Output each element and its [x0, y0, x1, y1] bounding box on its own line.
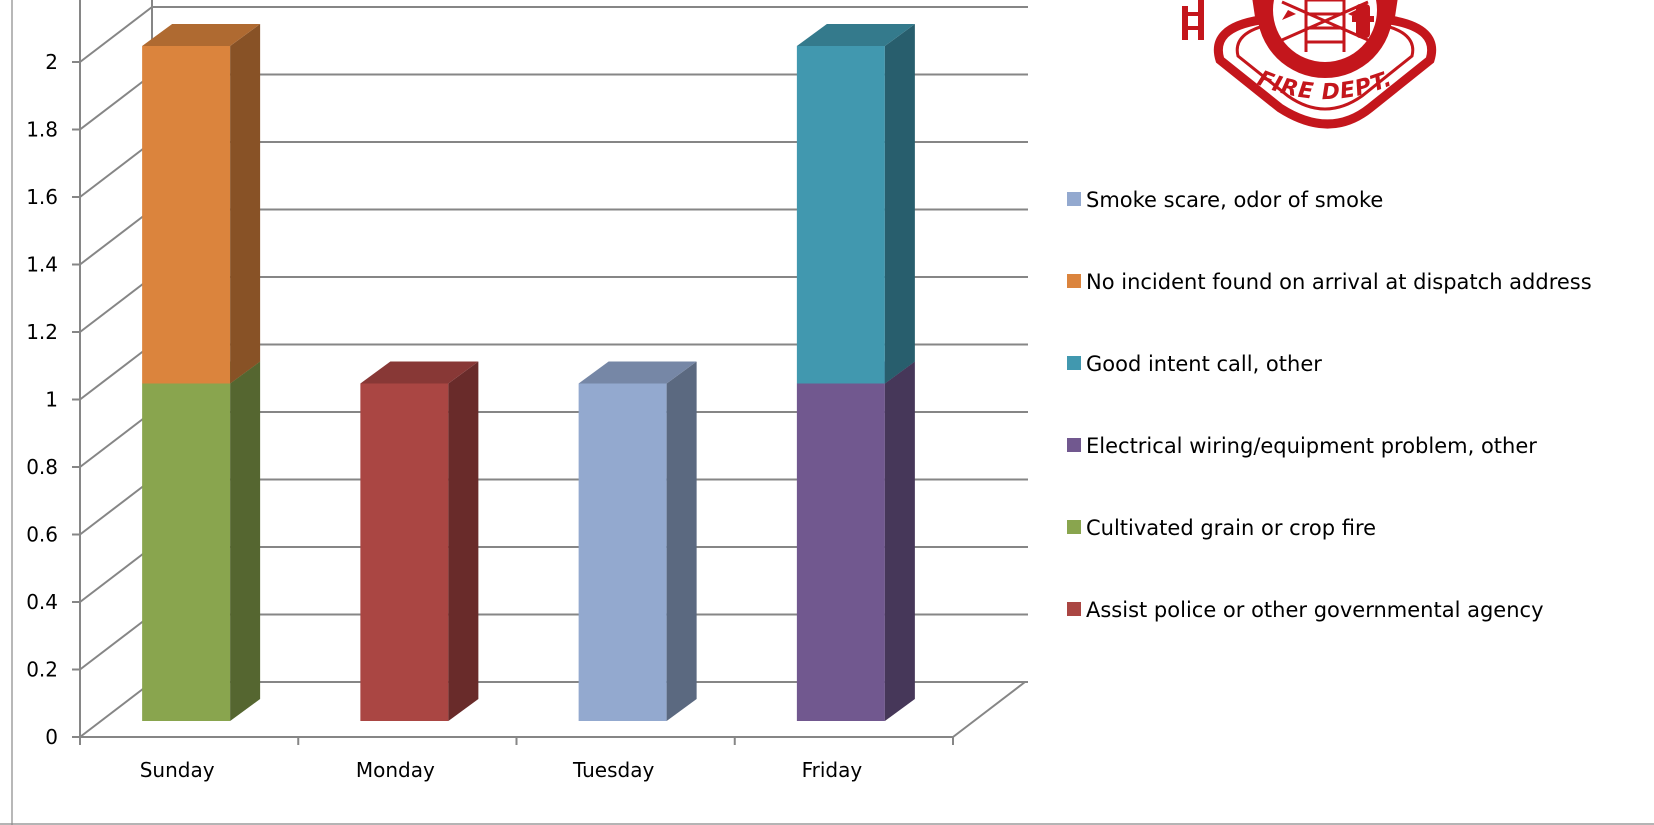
- legend-label: Good intent call, other: [1086, 352, 1322, 376]
- legend-swatch: [1067, 602, 1081, 616]
- gridline-side-8: [79, 141, 153, 198]
- bar-side: [230, 361, 261, 721]
- x-axis: Sunday Monday Tuesday Friday: [79, 737, 954, 782]
- legend-item: Electrical wiring/equipment problem, oth…: [1067, 434, 1537, 458]
- gridline-side-4: [79, 411, 153, 468]
- bar-friday-series-2: [796, 361, 915, 721]
- y-tick-label: 1: [45, 388, 58, 412]
- y-tick-label: 1.2: [26, 320, 58, 344]
- gridline-side-3: [79, 478, 153, 536]
- y-tick-label: 1.6: [26, 185, 58, 209]
- y-tick-label: 0.6: [26, 523, 58, 547]
- bar-front: [796, 46, 885, 384]
- gridline-side-1: [79, 613, 153, 671]
- y-tick-label: 0: [45, 725, 58, 749]
- x-tick-label: Tuesday: [572, 758, 655, 782]
- bar-front: [142, 46, 231, 384]
- legend-label: Cultivated grain or crop fire: [1086, 516, 1376, 540]
- legend-swatch: [1067, 356, 1081, 370]
- fire-department-maltese-cross-icon: [1182, 0, 1436, 129]
- legend-label: No incident found on arrival at dispatch…: [1086, 270, 1592, 294]
- gridline-side-7: [79, 208, 153, 266]
- bar-sunday-series-4: [142, 24, 261, 384]
- legend-swatch: [1067, 274, 1081, 288]
- x-tick-label: Monday: [356, 758, 435, 782]
- legend-label: Smoke scare, odor of smoke: [1086, 188, 1383, 212]
- bar-top: [578, 361, 697, 384]
- bar-side: [448, 361, 479, 721]
- legend-item: No incident found on arrival at dispatch…: [1067, 270, 1592, 294]
- x-tick-label: Friday: [802, 758, 863, 782]
- y-tick-label: 1.8: [26, 118, 58, 142]
- legend-item: Cultivated grain or crop fire: [1067, 516, 1376, 540]
- y-tick-label: 2: [45, 50, 58, 74]
- legend-item: Smoke scare, odor of smoke: [1067, 188, 1383, 212]
- gridline-side-9: [79, 73, 153, 131]
- gridline-side-0: [79, 681, 153, 738]
- gridline-side-5: [79, 343, 153, 401]
- legend-swatch: [1067, 438, 1081, 452]
- legend-label: Assist police or other governmental agen…: [1086, 598, 1544, 622]
- bar-side: [230, 24, 261, 384]
- fire-department-badge: FIRE DEPT.: [1182, 0, 1436, 129]
- y-tick-label: 0.2: [26, 658, 58, 682]
- y-tick-label: 0.4: [26, 590, 58, 614]
- bar-monday-series-0: [360, 361, 479, 721]
- gridline-side-10: [79, 6, 153, 63]
- bars: [142, 24, 915, 721]
- bar-sunday-series-1: [142, 361, 261, 721]
- bar-top: [142, 24, 261, 46]
- legend: Smoke scare, odor of smoke No incident fo…: [1067, 188, 1592, 622]
- legend-item: Assist police or other governmental agen…: [1067, 598, 1544, 622]
- x-tick-label: Sunday: [140, 758, 215, 782]
- bar-front: [796, 383, 885, 721]
- bar-top: [796, 24, 915, 46]
- gridline-side-6: [79, 276, 153, 333]
- legend-item: Good intent call, other: [1067, 352, 1322, 376]
- gridline-side-2: [79, 546, 153, 603]
- bar-front: [142, 383, 231, 721]
- bar-side: [666, 361, 697, 721]
- legend-swatch: [1067, 520, 1081, 534]
- bar-side: [884, 361, 915, 721]
- bar-side: [884, 24, 915, 384]
- bar-front: [360, 383, 449, 721]
- bar-tuesday-series-5: [578, 361, 697, 721]
- y-tick-label: 0.8: [26, 455, 58, 479]
- bar-top: [360, 361, 479, 384]
- bar-friday-series-3: [796, 24, 915, 384]
- y-tick-label: 1.4: [26, 253, 58, 277]
- legend-label: Electrical wiring/equipment problem, oth…: [1086, 434, 1537, 458]
- bar-front: [578, 383, 667, 721]
- legend-swatch: [1067, 192, 1081, 206]
- y-axis: 0 0.2 0.4 0.6 0.8 1 1.2 1.4 1.6 1.8 2: [26, 50, 80, 749]
